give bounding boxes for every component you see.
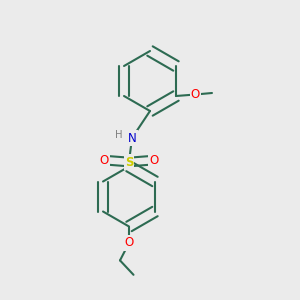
Text: O: O [124, 236, 134, 250]
Text: S: S [125, 155, 133, 169]
Text: O: O [100, 154, 109, 167]
Text: N: N [128, 131, 136, 145]
Text: O: O [191, 88, 200, 101]
Text: O: O [149, 154, 158, 167]
Text: H: H [115, 130, 122, 140]
